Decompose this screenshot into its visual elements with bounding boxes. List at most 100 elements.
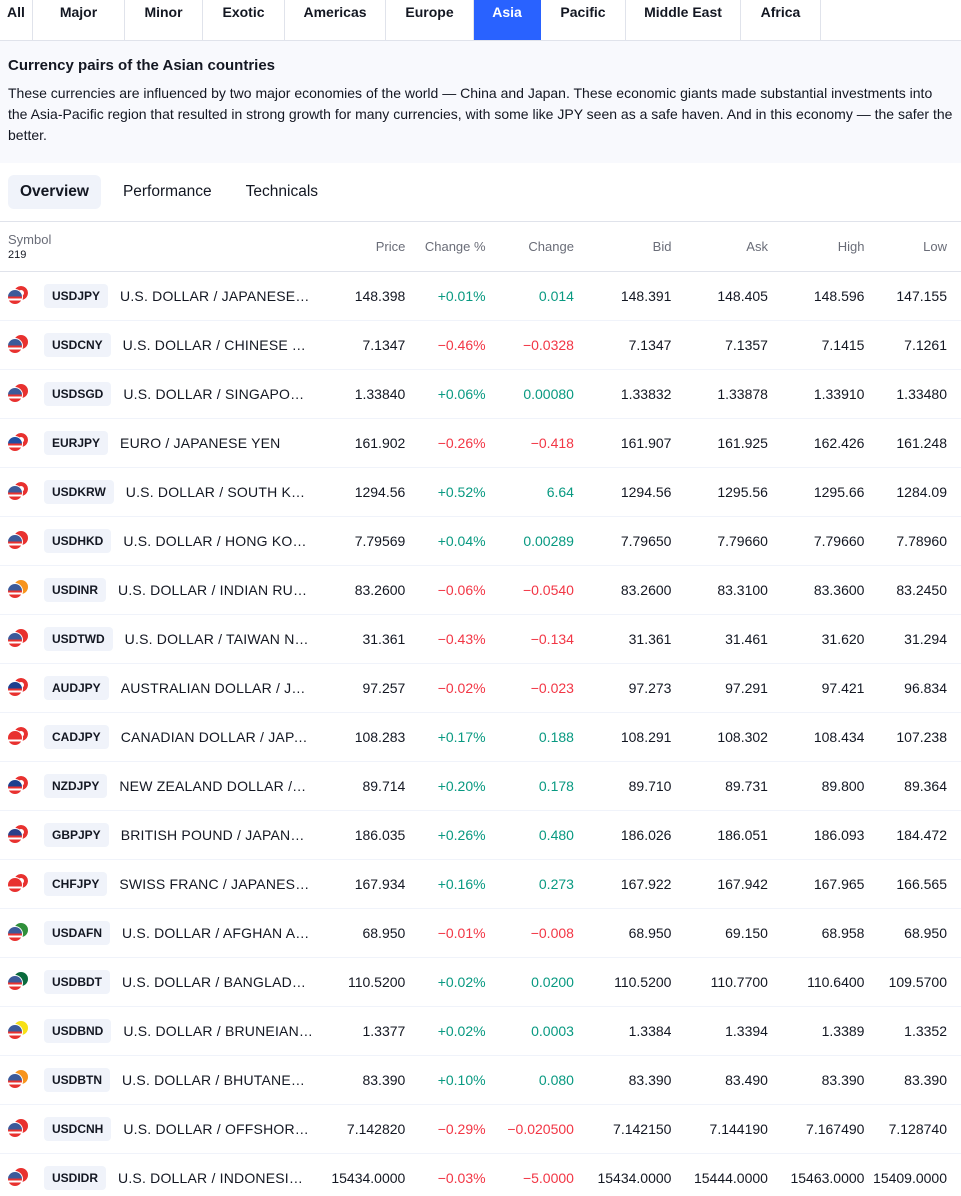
high-cell: 167.965 [767,859,865,909]
low-cell: 1.3352 [864,1006,961,1056]
table-row[interactable]: USDTWD U.S. DOLLAR / TAIWAN NEW… 31.361 −0.… [0,614,961,664]
ticker-badge[interactable]: USDINR [44,577,107,602]
tab-overview[interactable]: Overview [8,175,101,209]
ask-cell: 167.942 [671,859,768,909]
region-tab-americas[interactable]: Americas [285,0,386,40]
table-row[interactable]: USDHKD U.S. DOLLAR / HONG KONG … 7.79569 +0… [0,516,961,566]
symbol-cell: USDBND U.S. DOLLAR / BRUNEIAN D… [0,1006,316,1056]
low-cell: 7.78960 [864,516,961,566]
change-percent-cell: +0.02% [405,1006,486,1056]
region-tab-exotic[interactable]: Exotic [203,0,285,40]
ticker-badge[interactable]: USDHKD [44,528,112,553]
column-header-low[interactable]: Low [864,222,961,272]
table-row[interactable]: USDKRW U.S. DOLLAR / SOUTH KORE… 1294.56 +0… [0,467,961,517]
change-percent-cell: +0.04% [405,516,486,566]
table-row[interactable]: USDCNH U.S. DOLLAR / OFFSHORE C… 7.142820−… [0,1104,961,1154]
ticker-badge[interactable]: USDBDT [44,969,110,994]
tab-performance[interactable]: Performance [122,183,212,200]
ticker-badge[interactable]: USDJPY [44,283,109,308]
bid-cell: 148.391 [573,271,672,321]
column-header-change[interactable]: Change [485,222,574,272]
high-cell: 31.620 [767,614,865,664]
change-cell: −0.0540 [485,565,574,615]
symbol-cell: CHFJPY SWISS FRANC / JAPANESE YEN [0,859,316,909]
region-tab-pacific[interactable]: Pacific [541,0,626,40]
high-cell: 162.426 [767,418,865,468]
region-tab-middle-east[interactable]: Middle East [626,0,741,40]
column-header-ask[interactable]: Ask [671,222,768,272]
change-cell: 0.0003 [485,1006,574,1056]
bid-cell: 7.1347 [573,320,672,370]
low-cell: 7.1261 [864,320,961,370]
column-header-price[interactable]: Price [315,222,406,272]
ticker-badge[interactable]: USDBTN [44,1067,110,1092]
table-row[interactable]: USDSGD U.S. DOLLAR / SINGAPORE D…1.33840+… [0,369,961,419]
ticker-badge[interactable]: GBPJPY [44,822,109,847]
change-cell: 0.188 [485,712,574,762]
region-tab-major[interactable]: Major [33,0,125,40]
ticker-badge[interactable]: CHFJPY [44,871,108,896]
ticker-badge[interactable]: USDCNY [44,332,111,357]
pair-description: U.S. DOLLAR / BHUTANESE … [122,1071,312,1088]
high-cell: 1.3389 [767,1006,865,1056]
ticker-badge[interactable]: USDBND [44,1018,112,1043]
region-tab-europe[interactable]: Europe [386,0,474,40]
change-percent-cell: +0.20% [405,761,486,811]
price-cell: 15434.0000 [315,1153,406,1196]
table-row[interactable]: USDJPY U.S. DOLLAR / JAPANESE YEN 148.398 +… [0,271,961,321]
column-header-high[interactable]: High [767,222,865,272]
table-row[interactable]: USDAFN U.S. DOLLAR / AFGHAN AFG… 68.950 −0.… [0,908,961,958]
ticker-badge[interactable]: NZDJPY [44,773,108,798]
ticker-badge[interactable]: USDIDR [44,1165,107,1190]
table-row[interactable]: EURJPY EURO / JAPANESE YEN 161.902 −0.26% −0… [0,418,961,468]
currency-flag-icon [7,872,29,893]
ticker-badge[interactable]: USDKRW [44,479,114,504]
bid-cell: 1294.56 [573,467,672,517]
bid-cell: 83.390 [573,1055,672,1105]
pair-description: U.S. DOLLAR / SINGAPORE D… [123,385,313,402]
column-header-bid[interactable]: Bid [573,222,672,272]
symbol-cell: USDSGD U.S. DOLLAR / SINGAPORE D… [0,369,316,419]
region-tab-africa[interactable]: Africa [741,0,821,40]
column-header-symbol[interactable]: Symbol 219 [0,222,316,272]
tab-technicals[interactable]: Technicals [245,183,319,200]
ask-cell: 7.1357 [671,320,768,370]
high-cell: 108.434 [767,712,865,762]
ticker-badge[interactable]: USDTWD [44,626,113,651]
high-cell: 7.167490 [767,1104,865,1154]
ticker-badge[interactable]: EURJPY [44,430,109,455]
table-row[interactable]: USDBTN U.S. DOLLAR / BHUTANESE … 83.390 +0.… [0,1055,961,1105]
low-cell: 89.364 [864,761,961,811]
region-tab-all[interactable]: All [0,0,33,40]
price-cell: 31.361 [315,614,406,664]
table-row[interactable]: USDIDR U.S. DOLLAR / INDONESIAN … 15434.00… [0,1153,961,1196]
ask-cell: 83.3100 [671,565,768,615]
table-row[interactable]: USDCNY U.S. DOLLAR / CHINESE YUAN 7.1347 −0… [0,320,961,370]
region-tab-asia[interactable]: Asia [474,0,541,40]
ticker-badge[interactable]: USDSGD [44,381,112,406]
ticker-badge[interactable]: AUDJPY [44,675,109,700]
table-row[interactable]: GBPJPY BRITISH POUND / JAPANESE …186.035+… [0,810,961,860]
ticker-badge[interactable]: USDCNH [44,1116,112,1141]
table-row[interactable]: USDBND U.S. DOLLAR / BRUNEIAN D… 1.3377 +0.… [0,1006,961,1056]
change-percent-cell: −0.01% [405,908,486,958]
ask-cell: 7.144190 [671,1104,768,1154]
currency-flag-icon [7,970,29,991]
low-cell: 96.834 [864,663,961,713]
region-tab-minor[interactable]: Minor [125,0,203,40]
column-header-change-percent[interactable]: Change % [405,222,486,272]
table-row[interactable]: USDINR U.S. DOLLAR / INDIAN RUPEE 83.2600−… [0,565,961,615]
ask-cell: 1.33878 [671,369,768,419]
currency-flag-icon [7,480,29,501]
table-row[interactable]: CADJPY CANADIAN DOLLAR / JAPANE…108.283+0… [0,712,961,762]
pair-description: U.S. DOLLAR / TAIWAN NEW… [124,630,315,647]
currency-flag-icon [7,1068,29,1089]
table-row[interactable]: CHFJPY SWISS FRANC / JAPANESE YEN 167.934+… [0,859,961,909]
ticker-badge[interactable]: CADJPY [44,724,109,749]
table-row[interactable]: NZDJPY NEW ZEALAND DOLLAR / JA… 89.714 +0.2… [0,761,961,811]
price-cell: 167.934 [315,859,406,909]
ask-cell: 7.79660 [671,516,768,566]
ticker-badge[interactable]: USDAFN [44,920,110,945]
